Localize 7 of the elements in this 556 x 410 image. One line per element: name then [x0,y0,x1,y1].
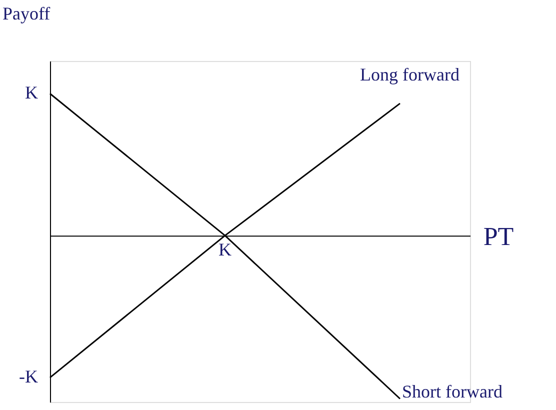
y-axis-title: Payoff [2,4,50,24]
x-axis-title: PT [483,222,514,252]
series-label: Long forward [360,64,460,84]
text: -K [19,366,38,387]
annotation: K [218,240,232,260]
series-label: Short forward [402,382,502,402]
text: K [25,82,38,103]
